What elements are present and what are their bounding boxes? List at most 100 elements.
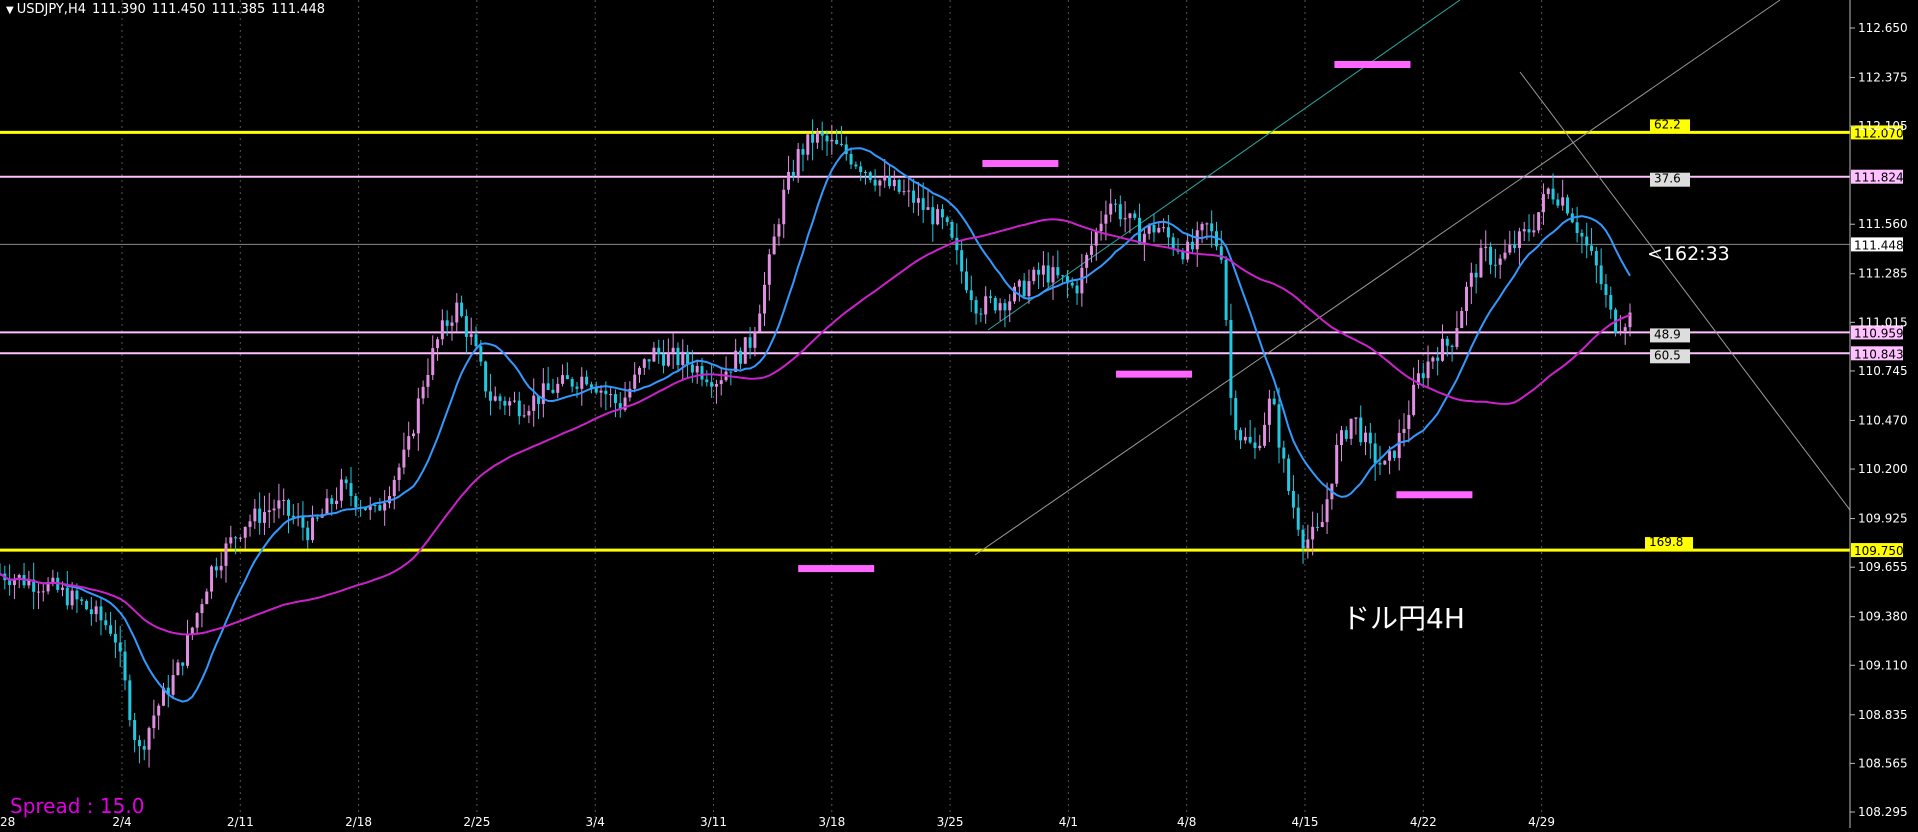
candle-body [89, 609, 93, 615]
candle-body [830, 139, 834, 142]
candle-body [1157, 227, 1161, 233]
price-level-label: 111.448 [1854, 238, 1904, 252]
candle-body [267, 510, 271, 513]
time-axis: 28 2/4 2/11 2/18 2/25 3/4 3/11 3/18 3/25 4/1 4/8 4/… [0, 815, 1555, 829]
x-tick-label: 4/1 [1059, 815, 1078, 828]
candle-body [647, 359, 651, 362]
candle-body [1296, 507, 1300, 530]
candle-body [85, 600, 89, 610]
candle-body [1094, 231, 1098, 246]
price-axis: 112.650 112.375 112.105 111.560 111.285 111.0… [1849, 0, 1908, 828]
spread-label: Spread : 15.0 [10, 794, 145, 818]
candle-body [565, 375, 569, 380]
candle-body [1171, 237, 1175, 250]
candle-body [820, 131, 824, 136]
candle-body [137, 740, 141, 747]
candle-body [719, 380, 723, 385]
candle-body [238, 537, 242, 539]
candle-body [450, 322, 454, 326]
candle-body [186, 634, 190, 666]
candle-body [613, 394, 617, 404]
candle-body [99, 606, 103, 621]
candle-body [402, 449, 406, 468]
candle-body [604, 390, 608, 395]
high-price: 111.450 [151, 2, 206, 17]
candle-body [825, 135, 829, 142]
candle-body [979, 313, 983, 315]
symbol-label: USDJPY,H4 [16, 2, 86, 17]
candle-body [1291, 490, 1295, 508]
candle-body [1003, 303, 1007, 311]
candle-body [1517, 231, 1521, 248]
candle-body [984, 296, 988, 315]
menu-triangle-icon[interactable]: ▼ [6, 5, 14, 16]
moving-averages-layer [0, 147, 1631, 703]
candle-body [118, 642, 122, 652]
x-tick-label: 3/25 [937, 815, 964, 828]
candle-body [863, 172, 867, 174]
candle-body [200, 604, 204, 614]
candle-body [767, 254, 771, 285]
candle-body [363, 507, 367, 510]
candle-body [1065, 276, 1069, 283]
candle-body [262, 512, 266, 523]
x-tick-label: 2/18 [345, 815, 372, 828]
candle-body [46, 582, 50, 592]
candle-body [772, 236, 776, 255]
candle-body [1080, 267, 1084, 294]
candle-body [1359, 417, 1363, 443]
candle-body [551, 389, 555, 393]
candle-body [1114, 203, 1118, 205]
ma-slow-line [0, 218, 1631, 636]
candle-body [989, 296, 993, 298]
candle-body [210, 566, 214, 592]
candle-body [517, 400, 521, 417]
candle-body [1378, 462, 1382, 465]
candle-body [1551, 188, 1555, 200]
candle-body [1392, 450, 1396, 458]
drawn-marker [982, 160, 1059, 168]
candle-body [479, 346, 483, 362]
candle-body [1402, 428, 1406, 433]
candle-body [1253, 442, 1257, 449]
candle-body [248, 521, 252, 527]
candle-body [1541, 194, 1545, 213]
candle-body [272, 508, 276, 511]
y-tick-label: 109.655 [1858, 560, 1908, 574]
x-tick-label: 4/29 [1528, 815, 1555, 828]
candle-body [1522, 229, 1526, 232]
candle-body [1561, 197, 1565, 206]
candle-body [1445, 338, 1449, 346]
price-level-label: 110.959 [1854, 326, 1904, 340]
candle-body [676, 347, 680, 366]
candle-body [1364, 432, 1368, 443]
candle-body [1340, 430, 1344, 446]
candle-body [1239, 430, 1243, 441]
candle-body [806, 134, 810, 155]
candle-body [51, 577, 55, 583]
candle-body [594, 387, 598, 393]
candle-body [426, 374, 430, 387]
candle-body [1258, 445, 1262, 449]
price-level-label: 111.824 [1854, 171, 1904, 185]
price-level-label: 109.750 [1854, 544, 1904, 558]
candle-body [811, 134, 815, 143]
candle-body [897, 179, 901, 192]
y-tick-label: 112.375 [1858, 71, 1908, 85]
low-price: 111.385 [211, 2, 266, 17]
candle-body [142, 746, 146, 750]
candle-body [1527, 229, 1531, 233]
candle-body [700, 366, 704, 380]
close-price: 111.448 [271, 2, 326, 17]
descending-trendline [1519, 71, 1851, 511]
candle-body [1037, 269, 1041, 275]
candle-body [960, 250, 964, 272]
candle-body [1128, 213, 1132, 219]
drawn-marker [1116, 370, 1193, 378]
candle-body [888, 176, 892, 187]
candle-body [1272, 398, 1276, 405]
candle-body [94, 606, 98, 615]
y-tick-label: 108.565 [1858, 756, 1908, 770]
